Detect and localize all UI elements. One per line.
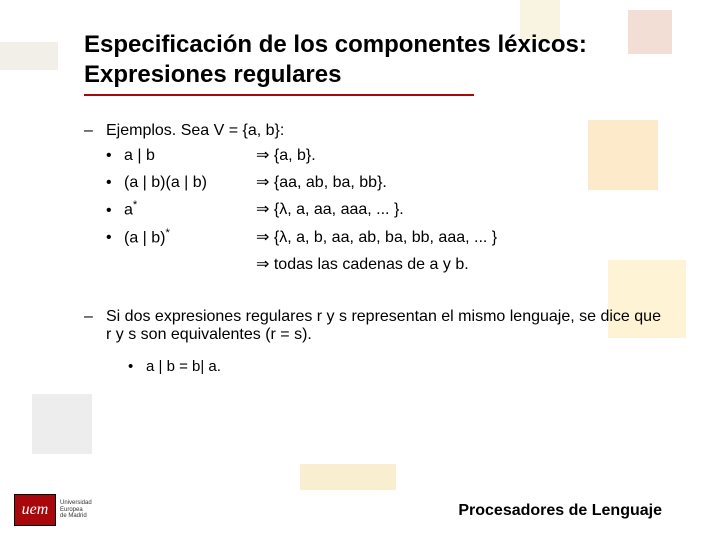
bullet-icon: • bbox=[106, 224, 124, 251]
equivalence-example: • a | b = b| a. bbox=[128, 354, 670, 380]
dash-bullet: – bbox=[84, 122, 106, 278]
expr-2: (a | b)(a | b) bbox=[124, 169, 207, 196]
implies-icon: ⇒ bbox=[256, 147, 269, 164]
examples-intro: Ejemplos. Sea V = {a, b}: bbox=[106, 122, 670, 140]
bullet-icon: • bbox=[106, 169, 124, 196]
results-column: ⇒ {a, b}. ⇒ {aa, ab, ba, bb}. ⇒ {λ, a, a… bbox=[256, 142, 670, 278]
result-2: ⇒ {aa, ab, ba, bb}. bbox=[256, 169, 670, 196]
dash-bullet: – bbox=[84, 308, 106, 380]
logo-text-line: Europea bbox=[60, 507, 92, 514]
bullet-icon: • bbox=[106, 197, 124, 224]
content-body: – Ejemplos. Sea V = {a, b}: • a | b • (a… bbox=[84, 122, 670, 379]
examples-section: – Ejemplos. Sea V = {a, b}: • a | b • (a… bbox=[84, 122, 670, 278]
expr-4: (a | b)* bbox=[124, 224, 170, 252]
result-5: ⇒ todas las cadenas de a y b. bbox=[256, 251, 670, 278]
result-5-text: todas las cadenas de a y b. bbox=[274, 256, 469, 273]
result-4-text: {λ, a, b, aa, ab, ba, bb, aaa, ... } bbox=[274, 229, 497, 246]
implies-icon: ⇒ bbox=[256, 229, 269, 246]
expr-3: a* bbox=[124, 196, 137, 224]
equivalence-section: – Si dos expresiones regulares r y s rep… bbox=[84, 308, 670, 380]
list-item: • (a | b)* bbox=[106, 224, 256, 252]
result-1-text: {a, b}. bbox=[274, 147, 316, 164]
title-line-2: Expresiones regulares bbox=[84, 60, 670, 90]
expr-3-sup: * bbox=[133, 199, 137, 211]
slide-title: Especificación de los componentes léxico… bbox=[84, 30, 670, 90]
decor-square bbox=[32, 394, 92, 454]
bullet-icon: • bbox=[128, 354, 146, 380]
expr-1: a | b bbox=[124, 142, 155, 169]
bullet-icon: • bbox=[106, 142, 124, 169]
list-item: • a* bbox=[106, 196, 256, 224]
implies-icon: ⇒ bbox=[256, 201, 269, 218]
equiv-example-text: a | b = b| a. bbox=[146, 354, 221, 380]
logo-mark: uem bbox=[14, 494, 56, 526]
implies-icon: ⇒ bbox=[256, 174, 269, 191]
result-4: ⇒ {λ, a, b, aa, ab, ba, bb, aaa, ... } bbox=[256, 224, 670, 251]
expressions-column: • a | b • (a | b)(a | b) • a* • bbox=[106, 142, 256, 278]
result-1: ⇒ {a, b}. bbox=[256, 142, 670, 169]
expr-4-sup: * bbox=[166, 227, 170, 239]
university-logo: uem Universidad Europea de Madrid bbox=[14, 494, 92, 526]
expr-3-base: a bbox=[124, 202, 133, 219]
equivalence-text: Si dos expresiones regulares r y s repre… bbox=[106, 308, 670, 344]
list-item: • a | b bbox=[106, 142, 256, 169]
title-underline bbox=[84, 94, 474, 96]
logo-text-line: de Madrid bbox=[60, 513, 92, 520]
slide-content: Especificación de los componentes léxico… bbox=[0, 0, 720, 379]
list-item: • (a | b)(a | b) bbox=[106, 169, 256, 196]
expr-4-base: (a | b) bbox=[124, 229, 166, 246]
result-3: ⇒ {λ, a, aa, aaa, ... }. bbox=[256, 196, 670, 223]
implies-icon: ⇒ bbox=[256, 256, 269, 273]
result-3-text: {λ, a, aa, aaa, ... }. bbox=[274, 201, 404, 218]
footer-title: Procesadores de Lenguaje bbox=[458, 502, 662, 520]
title-line-1: Especificación de los componentes léxico… bbox=[84, 30, 670, 60]
examples-table: • a | b • (a | b)(a | b) • a* • bbox=[106, 142, 670, 278]
logo-text-line: Universidad bbox=[60, 500, 92, 507]
result-2-text: {aa, ab, ba, bb}. bbox=[274, 174, 387, 191]
logo-text: Universidad Europea de Madrid bbox=[60, 500, 92, 520]
decor-square bbox=[300, 464, 396, 490]
